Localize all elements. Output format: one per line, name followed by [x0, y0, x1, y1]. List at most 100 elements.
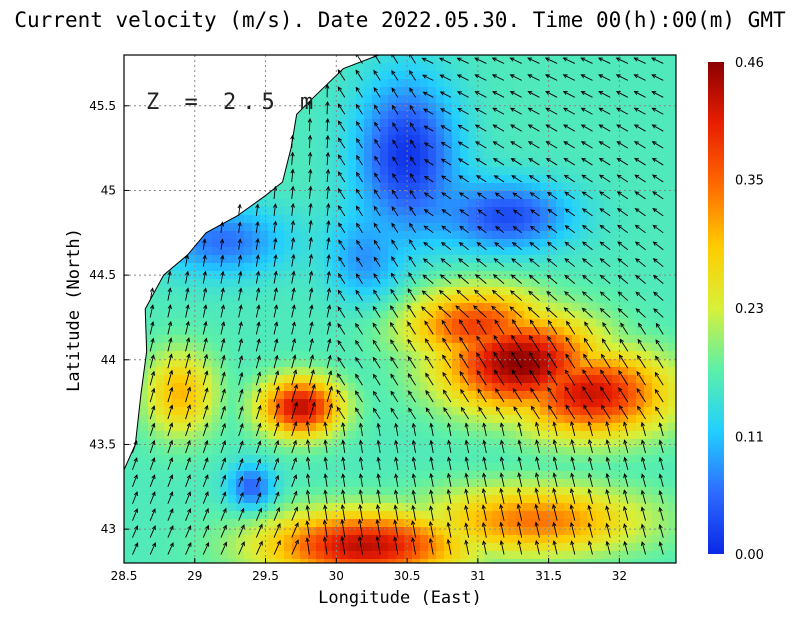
speed-cell [508, 223, 517, 232]
speed-cell [564, 183, 573, 192]
speed-cell [596, 295, 605, 304]
speed-cell [228, 223, 237, 232]
speed-cell [524, 207, 533, 216]
speed-cell [652, 335, 661, 344]
speed-cell [516, 383, 525, 392]
speed-cell [164, 375, 173, 384]
speed-cell [316, 423, 325, 432]
speed-cell [508, 199, 517, 208]
arrow-head [326, 237, 331, 242]
speed-cell [132, 543, 141, 552]
speed-cell [596, 207, 605, 216]
speed-cell [580, 95, 589, 104]
speed-cell [460, 455, 469, 464]
velocity-arrow [255, 372, 261, 386]
speed-cell [412, 87, 421, 96]
speed-cell [260, 479, 269, 488]
speed-cell [532, 135, 541, 144]
speed-cell [436, 327, 445, 336]
speed-cell [252, 543, 261, 552]
speed-cell [428, 71, 437, 80]
speed-cell [260, 559, 269, 563]
speed-cell [380, 487, 389, 496]
speed-cell [572, 223, 581, 232]
speed-cell [156, 519, 165, 528]
arrow-head [133, 474, 138, 480]
velocity-arrow [359, 440, 363, 454]
speed-cell [596, 111, 605, 120]
speed-cell [588, 559, 597, 563]
speed-cell [668, 231, 676, 240]
arrow-head [337, 356, 342, 362]
speed-cell [612, 335, 621, 344]
arrow-head [291, 304, 296, 310]
speed-cell [460, 327, 469, 336]
speed-cell [196, 551, 205, 560]
speed-cell [140, 487, 149, 496]
speed-cell [572, 87, 581, 96]
speed-cell [412, 231, 421, 240]
speed-cell [348, 175, 357, 184]
speed-cell [212, 239, 221, 248]
velocity-arrow [149, 288, 154, 301]
speed-cell [156, 439, 165, 448]
arrow-head [273, 237, 278, 243]
speed-cell [380, 207, 389, 216]
speed-cell [268, 463, 277, 472]
speed-cell [660, 407, 669, 416]
speed-cell [276, 535, 285, 544]
speed-cell [276, 327, 285, 336]
speed-cell [540, 199, 549, 208]
speed-cell [292, 199, 301, 208]
speed-cell [404, 527, 413, 536]
speed-cell [188, 439, 197, 448]
velocity-arrow [291, 237, 294, 250]
speed-cell [620, 95, 629, 104]
speed-cell [380, 103, 389, 112]
speed-cell [444, 215, 453, 224]
speed-cell [508, 239, 517, 248]
speed-cell [252, 463, 261, 472]
speed-cell [324, 295, 333, 304]
speed-cell [468, 559, 477, 563]
speed-cell [484, 431, 493, 440]
speed-cell [532, 383, 541, 392]
speed-cell [636, 359, 645, 368]
arrow-head [274, 321, 279, 327]
speed-cell [564, 71, 573, 80]
speed-cell [452, 415, 461, 424]
speed-cell [580, 391, 589, 400]
arrow-head [204, 439, 209, 445]
speed-cell [396, 447, 405, 456]
speed-cell [292, 407, 301, 416]
speed-cell [300, 135, 309, 144]
speed-cell [284, 463, 293, 472]
speed-cell [356, 399, 365, 408]
speed-cell [500, 87, 509, 96]
speed-cell [580, 231, 589, 240]
speed-cell [596, 303, 605, 312]
speed-cell [404, 391, 413, 400]
speed-cell [196, 535, 205, 544]
speed-cell [436, 535, 445, 544]
speed-cell [252, 535, 261, 544]
speed-cell [460, 135, 469, 144]
speed-cell [420, 415, 429, 424]
speed-cell [180, 295, 189, 304]
speed-cell [620, 423, 629, 432]
speed-cell [284, 527, 293, 536]
speed-cell [284, 223, 293, 232]
speed-cell [668, 303, 676, 312]
speed-cell [484, 55, 493, 64]
arrow-head [326, 202, 331, 208]
speed-cell [492, 311, 501, 320]
speed-cell [556, 487, 565, 496]
speed-cell [180, 255, 189, 264]
speed-cell [452, 383, 461, 392]
speed-cell [332, 175, 341, 184]
speed-cell [204, 303, 213, 312]
speed-cell [524, 327, 533, 336]
speed-cell [516, 55, 525, 64]
velocity-arrow [202, 423, 208, 437]
speed-cell [468, 255, 477, 264]
